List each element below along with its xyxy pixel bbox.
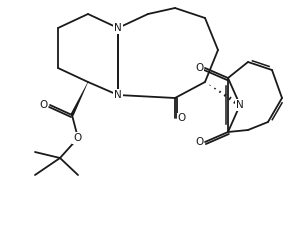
Text: N: N	[114, 90, 122, 100]
Text: N: N	[114, 23, 122, 33]
Text: O: O	[177, 113, 185, 123]
Text: O: O	[40, 100, 48, 110]
Text: O: O	[73, 133, 81, 143]
Text: O: O	[196, 137, 204, 147]
Text: N: N	[236, 100, 244, 110]
Polygon shape	[71, 82, 88, 116]
Text: O: O	[196, 63, 204, 73]
